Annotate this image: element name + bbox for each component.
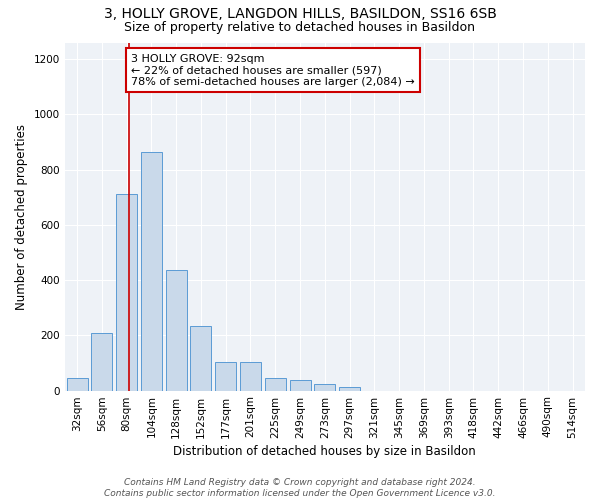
Text: 3, HOLLY GROVE, LANGDON HILLS, BASILDON, SS16 6SB: 3, HOLLY GROVE, LANGDON HILLS, BASILDON,… — [104, 8, 496, 22]
Bar — [91, 332, 112, 390]
Bar — [166, 270, 187, 390]
Text: Size of property relative to detached houses in Basildon: Size of property relative to detached ho… — [125, 21, 476, 34]
Bar — [314, 384, 335, 390]
Bar — [116, 194, 137, 390]
Bar — [190, 326, 211, 390]
X-axis label: Distribution of detached houses by size in Basildon: Distribution of detached houses by size … — [173, 444, 476, 458]
Bar — [240, 362, 261, 390]
Bar — [290, 380, 311, 390]
Text: 3 HOLLY GROVE: 92sqm
← 22% of detached houses are smaller (597)
78% of semi-deta: 3 HOLLY GROVE: 92sqm ← 22% of detached h… — [131, 54, 415, 86]
Bar — [339, 388, 360, 390]
Bar — [141, 152, 162, 390]
Bar — [67, 378, 88, 390]
Bar — [265, 378, 286, 390]
Bar — [215, 362, 236, 390]
Y-axis label: Number of detached properties: Number of detached properties — [15, 124, 28, 310]
Text: Contains HM Land Registry data © Crown copyright and database right 2024.
Contai: Contains HM Land Registry data © Crown c… — [104, 478, 496, 498]
